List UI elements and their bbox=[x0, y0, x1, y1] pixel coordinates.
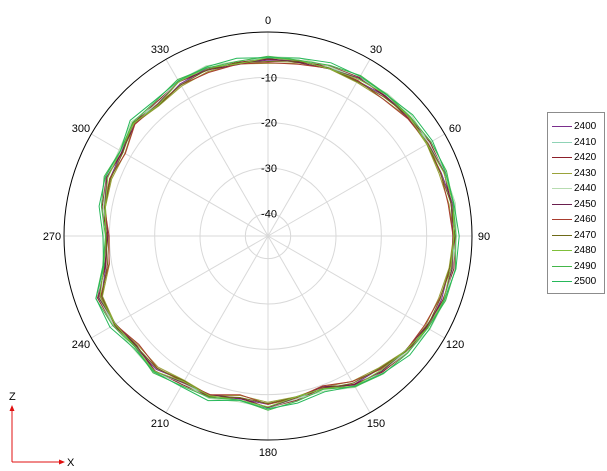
r-tick-label: -30 bbox=[261, 163, 277, 175]
legend-label: 2420 bbox=[574, 152, 597, 163]
series-layer bbox=[95, 55, 460, 411]
legend-swatch bbox=[552, 157, 572, 158]
legend-swatch bbox=[552, 203, 572, 205]
legend-swatch bbox=[552, 141, 572, 143]
r-tick-label: -40 bbox=[261, 208, 277, 220]
grid-spoke bbox=[267, 59, 371, 237]
legend-label: 2430 bbox=[574, 167, 597, 179]
legend-item: 2410 bbox=[548, 135, 604, 150]
polar-grid bbox=[63, 31, 473, 441]
legend-item: 2420 bbox=[548, 150, 604, 165]
legend-label: 2490 bbox=[574, 260, 597, 272]
legend-swatch bbox=[552, 281, 572, 282]
angle-label: 30 bbox=[370, 44, 382, 56]
legend: 2400 2410 2420 2430 2440 2450 2460 2470 2480 2490… bbox=[547, 112, 605, 294]
angle-label: 300 bbox=[72, 123, 90, 135]
legend-swatch bbox=[552, 250, 572, 251]
series-line-2460 bbox=[99, 62, 454, 405]
legend-label: 2450 bbox=[574, 198, 597, 210]
r-tick-label: -10 bbox=[261, 72, 277, 84]
legend-swatch bbox=[552, 172, 572, 174]
angle-label: 210 bbox=[151, 418, 169, 430]
legend-swatch bbox=[552, 188, 572, 189]
legend-label: 2400 bbox=[574, 121, 597, 132]
grid-spoke bbox=[165, 59, 269, 237]
outer-circle bbox=[63, 31, 473, 441]
legend-item: 2430 bbox=[548, 166, 604, 181]
grid-circle bbox=[244, 212, 292, 260]
angle-label: 60 bbox=[449, 123, 461, 135]
angle-label: 180 bbox=[259, 447, 277, 459]
label-layer: -40 -30 -20 -10 0 30 60 90 120 150 180 210 240 270 300… bbox=[43, 15, 490, 459]
legend-swatch bbox=[552, 219, 572, 220]
legend-label: 2440 bbox=[574, 183, 597, 194]
legend-item: 2490 bbox=[548, 259, 604, 274]
legend-label: 2460 bbox=[574, 214, 597, 225]
grid-spoke bbox=[91, 235, 269, 339]
grid-spoke bbox=[267, 133, 445, 237]
angle-label: 90 bbox=[478, 231, 490, 243]
z-arrow-icon bbox=[9, 405, 15, 411]
legend-item: 2440 bbox=[548, 181, 604, 196]
angle-label: 150 bbox=[367, 418, 385, 430]
legend-swatch bbox=[552, 265, 572, 267]
legend-item: 2400 bbox=[548, 119, 604, 134]
legend-item: 2450 bbox=[548, 197, 604, 212]
x-arrow-icon bbox=[59, 459, 65, 465]
axes-indicator-icon: Z X bbox=[9, 391, 75, 469]
legend-item: 2460 bbox=[548, 212, 604, 227]
legend-label: 2480 bbox=[574, 245, 597, 256]
legend-label: 2470 bbox=[574, 229, 597, 241]
grid-circle bbox=[199, 167, 337, 305]
legend-item: 2500 bbox=[548, 274, 604, 289]
series-line-2500 bbox=[95, 57, 460, 410]
angle-label: 120 bbox=[446, 339, 464, 351]
angle-label: 330 bbox=[151, 44, 169, 56]
angle-label: 240 bbox=[72, 339, 90, 351]
r-tick-label: -20 bbox=[261, 118, 277, 130]
legend-label: 2410 bbox=[574, 136, 597, 148]
legend-swatch bbox=[552, 126, 572, 127]
z-axis-label: Z bbox=[9, 391, 16, 403]
legend-label: 2500 bbox=[574, 276, 597, 287]
legend-swatch bbox=[552, 234, 572, 236]
angle-label: 0 bbox=[265, 15, 271, 27]
legend-item: 2480 bbox=[548, 243, 604, 258]
angle-label: 270 bbox=[43, 231, 61, 243]
legend-item: 2470 bbox=[548, 228, 604, 243]
grid-circle bbox=[154, 122, 382, 350]
x-axis-label: X bbox=[67, 457, 75, 469]
grid-spoke bbox=[267, 235, 445, 339]
